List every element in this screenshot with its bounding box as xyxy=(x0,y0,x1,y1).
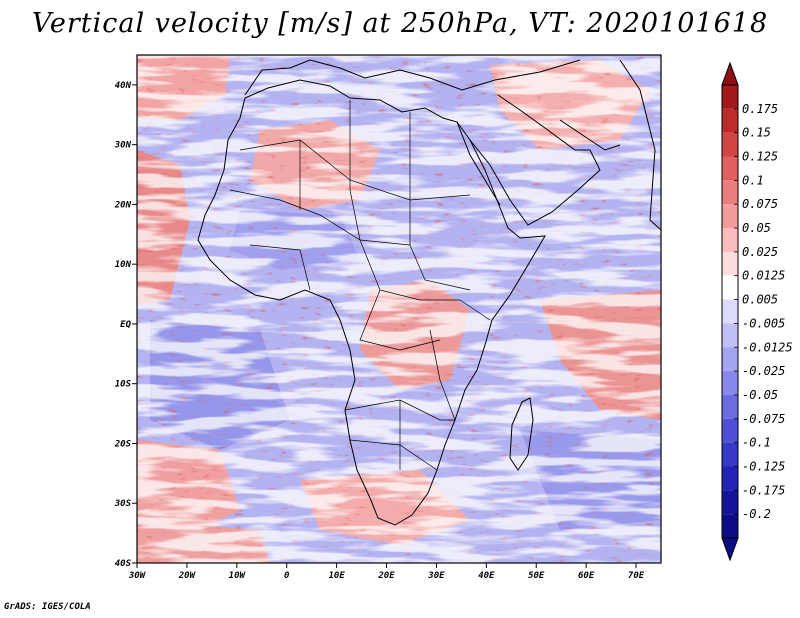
europe-coastline xyxy=(244,59,581,96)
lat-tick-label: 20N xyxy=(114,200,132,210)
colorbar-swatch xyxy=(722,442,738,467)
lat-tick-label: EQ xyxy=(120,320,131,330)
colorbar-label: 0.15 xyxy=(742,126,771,140)
colorbar-swatch xyxy=(722,85,738,109)
lat-tick-label: 30N xyxy=(114,141,132,151)
map-title: Vertical velocity [m/s] at 250hPa, VT: 2… xyxy=(31,8,769,39)
lat-tick-label: 20S xyxy=(114,439,132,449)
plot-frame xyxy=(136,54,662,564)
lon-tick-label: 0 xyxy=(284,571,290,581)
colorbar-label: 0.0125 xyxy=(742,269,785,283)
colorbar-swatch xyxy=(722,418,738,443)
colorbar-label: -0.075 xyxy=(742,412,785,426)
colorbar-swatch xyxy=(722,394,738,419)
lon-tick-label: 40E xyxy=(478,571,495,581)
latitude-axis: 40N 30N 20N 10N EQ 10S 20S 30S 40S xyxy=(114,81,137,569)
colorbar-swatch xyxy=(722,323,738,348)
colorbar-swatch xyxy=(722,490,738,515)
colorbar-label: 0.005 xyxy=(742,293,778,307)
colorbar: 0.175 0.15 0.125 0.1 0.075 0.05 0.025 0.0125 0.0… xyxy=(721,61,793,562)
colorbar-label: -0.125 xyxy=(742,459,785,473)
colorbar-swatch xyxy=(722,156,738,181)
colorbar-swatch xyxy=(722,514,738,538)
lon-tick-label: 70E xyxy=(628,571,645,581)
footer-credit: GrADS: IGES/COLA xyxy=(4,602,91,612)
colorbar-bottom-triangle xyxy=(721,537,739,562)
lon-tick-label: 60E xyxy=(578,571,595,581)
colorbar-swatch xyxy=(722,466,738,491)
lon-tick-label: 30W xyxy=(128,571,147,581)
colorbar-label: -0.005 xyxy=(742,316,785,330)
colorbar-swatch xyxy=(722,371,738,395)
lon-tick-label: 30E xyxy=(427,571,445,581)
colorbar-swatch xyxy=(722,204,738,229)
colorbar-label: -0.025 xyxy=(742,364,785,378)
lat-tick-label: 10S xyxy=(115,380,132,390)
colorbar-swatch xyxy=(722,299,738,324)
colorbar-label: -0.175 xyxy=(742,483,785,497)
lat-tick-label: 40S xyxy=(115,559,132,569)
country-borders xyxy=(229,100,491,471)
colorbar-swatch xyxy=(722,251,738,276)
colorbar-label: 0.1 xyxy=(742,173,764,187)
colorbar-swatch xyxy=(722,228,738,252)
lon-tick-label: 50E xyxy=(528,571,545,581)
longitude-axis: 30W 20W 10W 0 10E 20E 30E 40E 50E 60E 70E xyxy=(128,563,645,581)
colorbar-swatch xyxy=(722,347,738,372)
colorbar-top-triangle xyxy=(721,61,739,86)
colorbar-label: 0.025 xyxy=(742,245,778,259)
india-coastline xyxy=(619,59,661,231)
lon-tick-label: 20E xyxy=(377,571,395,581)
arabian-coastline xyxy=(469,94,601,226)
colorbar-label: -0.2 xyxy=(742,507,771,521)
lon-tick-label: 10W xyxy=(229,571,247,581)
colorbar-swatch xyxy=(722,180,738,205)
colorbar-label: 0.175 xyxy=(742,102,778,116)
colorbar-label: 0.125 xyxy=(742,150,778,164)
persian-gulf-coastline xyxy=(559,119,621,151)
lon-tick-label: 20W xyxy=(178,571,197,581)
colorbar-label: -0.0125 xyxy=(742,340,793,354)
plot-area xyxy=(137,55,661,563)
colorbar-swatch xyxy=(722,275,738,300)
colorbar-label: 0.05 xyxy=(742,221,771,235)
madagascar-coastline xyxy=(509,397,534,471)
colorbar-label: -0.1 xyxy=(742,436,771,450)
colorbar-swatch xyxy=(722,108,738,133)
field-white-streaks xyxy=(137,55,661,563)
colorbar-label: -0.05 xyxy=(742,388,778,402)
colorbar-swatch xyxy=(722,132,738,157)
lon-tick-label: 10E xyxy=(328,571,345,581)
lat-tick-label: 40N xyxy=(115,81,132,91)
lat-tick-label: 30S xyxy=(114,499,132,509)
colorbar-label: 0.075 xyxy=(742,197,778,211)
red-sea-coastline xyxy=(456,121,501,206)
lat-tick-label: 10N xyxy=(115,260,132,270)
